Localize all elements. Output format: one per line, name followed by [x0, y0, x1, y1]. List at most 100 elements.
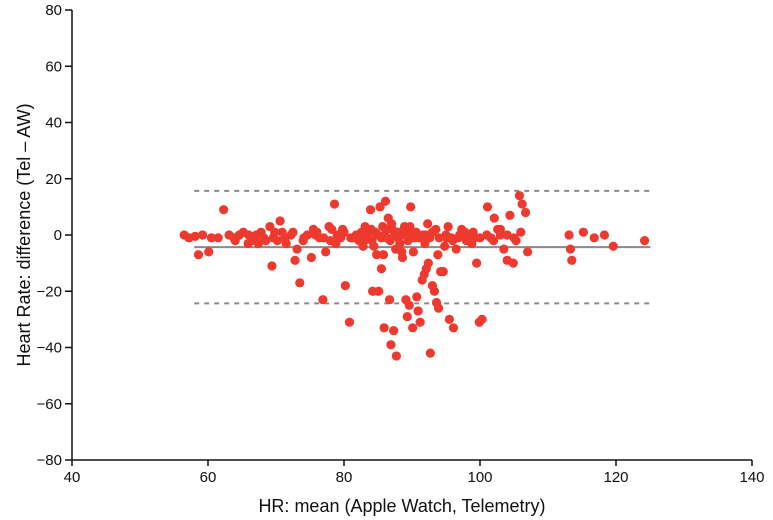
data-point [514, 191, 525, 201]
y-tick-label: −60 [37, 396, 62, 413]
x-tick-label: 40 [64, 469, 81, 486]
data-points [179, 191, 650, 361]
data-point [516, 227, 526, 237]
data-point [380, 196, 391, 206]
data-point [275, 216, 285, 226]
data-point [443, 221, 453, 232]
data-point [290, 255, 300, 265]
data-point [292, 244, 302, 254]
data-point [509, 233, 519, 243]
x-tick-label: 60 [200, 469, 217, 486]
data-point [482, 202, 493, 212]
data-point [565, 244, 576, 254]
y-tick-label: 20 [45, 171, 62, 188]
data-point [446, 233, 457, 243]
y-tick-label: −20 [37, 283, 62, 300]
y-tick-label: 60 [45, 58, 62, 75]
data-point [413, 306, 423, 316]
data-point [197, 230, 208, 240]
y-tick-label: −80 [37, 452, 62, 469]
data-point [431, 224, 441, 234]
y-tick-label: 80 [45, 2, 62, 19]
data-point [402, 311, 412, 322]
data-point [204, 247, 214, 257]
data-point [244, 230, 254, 240]
data-point [589, 233, 599, 243]
data-point [517, 199, 527, 209]
data-point [423, 219, 433, 229]
data-point [253, 238, 263, 249]
data-point [370, 227, 380, 237]
data-point [467, 238, 477, 249]
data-point [420, 238, 430, 249]
y-axis-label: Heart Rate: difference (Tel – AW) [14, 103, 34, 366]
data-point [298, 236, 308, 246]
data-point [412, 292, 422, 302]
data-point [404, 300, 414, 310]
data-point [372, 250, 382, 260]
data-point [468, 227, 478, 237]
data-point [578, 227, 588, 237]
data-point [230, 236, 240, 246]
data-point [438, 266, 448, 277]
data-point [206, 233, 216, 243]
data-point [344, 317, 355, 327]
data-point [387, 219, 397, 229]
data-point [423, 258, 433, 268]
data-point [639, 236, 650, 246]
data-point [564, 230, 574, 240]
data-point [433, 250, 443, 260]
y-tick-label: 0 [54, 227, 62, 244]
data-point [408, 323, 418, 333]
x-axis-label: HR: mean (Apple Watch, Telemetry) [258, 496, 545, 516]
data-point [460, 227, 470, 237]
data-point [288, 227, 298, 237]
data-point [331, 238, 341, 249]
data-point [472, 258, 482, 268]
data-point [508, 258, 518, 268]
data-point [440, 241, 450, 251]
data-point [608, 241, 618, 251]
data-point [306, 252, 316, 263]
data-point [405, 221, 415, 232]
y-tick-label: 40 [45, 115, 62, 132]
x-tick-label: 100 [467, 469, 492, 486]
data-point [389, 326, 399, 336]
data-point [567, 255, 577, 265]
data-point [374, 286, 384, 296]
data-point [308, 224, 318, 234]
data-point [391, 244, 401, 254]
data-point [358, 241, 368, 251]
data-point [267, 261, 277, 271]
data-point [482, 230, 492, 240]
data-point [338, 224, 348, 234]
data-point [379, 323, 389, 333]
data-point [268, 233, 278, 243]
data-point [397, 252, 408, 263]
x-axis-ticks: 40 60 80 100 120 140 [64, 460, 765, 486]
y-axis-ticks: −80 −60 −40 −20 0 20 40 60 80 [37, 2, 72, 469]
data-point [477, 314, 487, 324]
x-tick-label: 140 [739, 469, 764, 486]
data-point [384, 295, 395, 305]
y-tick-label: −40 [37, 340, 62, 357]
data-point [213, 233, 223, 243]
data-point [523, 247, 533, 257]
data-point [489, 213, 499, 223]
data-point [406, 202, 416, 212]
data-point [321, 247, 331, 257]
x-tick-label: 120 [603, 469, 628, 486]
data-point [346, 233, 356, 243]
data-point [433, 303, 444, 313]
data-point [499, 244, 509, 254]
data-point [396, 230, 406, 240]
data-point [599, 230, 610, 240]
data-point [415, 317, 425, 327]
data-point [281, 238, 291, 249]
data-point [376, 264, 386, 274]
data-point [385, 236, 395, 246]
data-point [489, 236, 499, 246]
data-point [329, 199, 340, 209]
data-point [190, 231, 200, 242]
